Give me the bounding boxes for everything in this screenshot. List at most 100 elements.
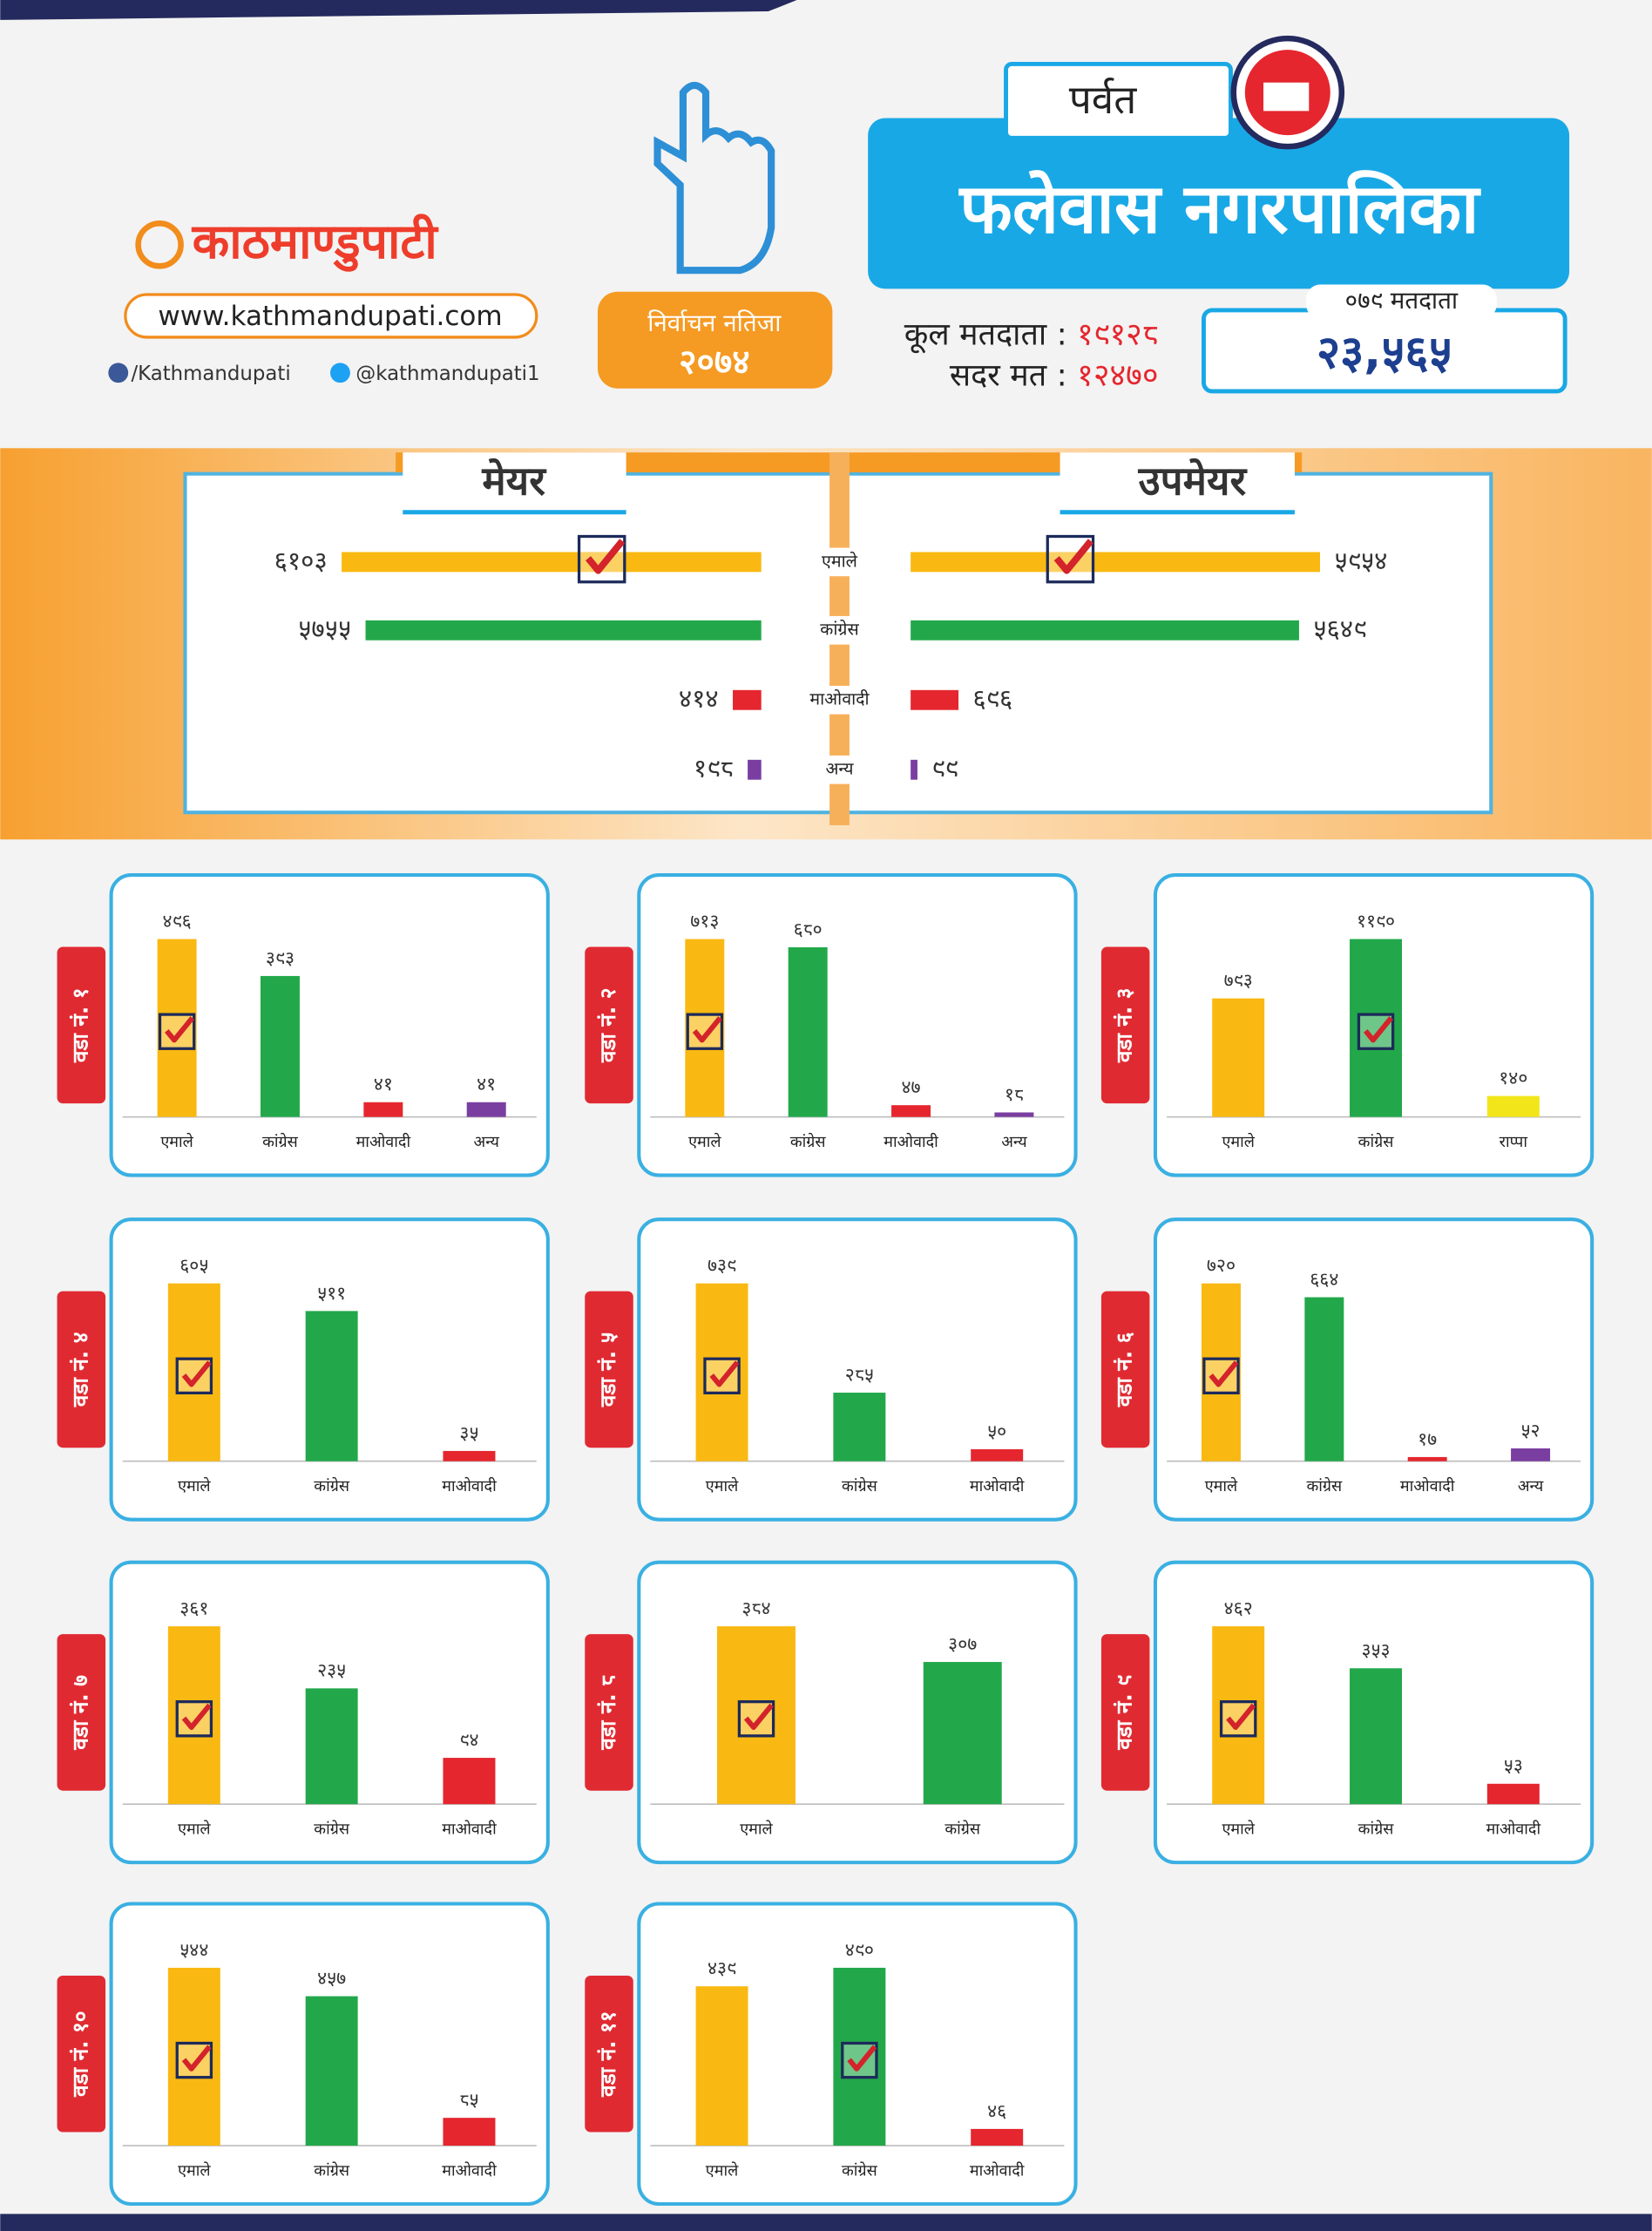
category-label: कांग्रेस [944,1820,981,1839]
ward-title: वडा नं. ९ [1112,1675,1137,1751]
logo-icon [135,220,184,269]
category-label: अन्य [1518,1477,1544,1495]
check-mark [165,1016,195,1043]
check-mark [692,1016,722,1043]
ward-tab [57,1634,106,1791]
badge-year: २०७४ [679,342,749,382]
check-mark [1053,539,1093,574]
category-label: एमाले [160,1132,193,1151]
category-label: एमाले [822,551,858,571]
bar [1350,1668,1403,1805]
voters-079: २३,५६५ [1317,327,1452,379]
ward-tab [585,1291,633,1448]
ward-title: वडा नं. ४ [67,1332,92,1408]
ward-card [109,873,550,1177]
category-label: कांग्रेस [1358,1132,1395,1151]
category-label: कांग्रेस [1307,1476,1344,1495]
ward-title: वडा नं. ८ [595,1675,620,1751]
category-tag [796,547,883,577]
bar [971,2128,1024,2146]
value-label: ५९५४ [1334,546,1387,575]
check-mark [709,1360,740,1387]
bar [305,1688,358,1805]
value-label: ७२० [1207,1255,1236,1277]
ward-tab [1100,1634,1150,1791]
bar [443,1758,496,1805]
value-label: ४१ [477,1074,496,1095]
ward-tab [585,1975,633,2133]
value-label: ६८० [794,919,823,940]
bottom-strip [0,2214,1652,2231]
category-label: एमाले [178,2160,211,2180]
ward-title: वडा नं. १ [67,987,92,1063]
ward-tab [585,946,633,1104]
badge-title: निर्वाचन नतिजा [647,309,782,337]
check-mark [1226,1703,1256,1730]
category-label: एमाले [706,1476,739,1495]
value-label: ३८४ [741,1598,770,1620]
logo-block: काठमाण्डुपाटी www.kathmandupati.com /Kat… [108,214,540,385]
bar [717,1626,796,1805]
value-label: ३०७ [948,1633,977,1655]
check-mark [181,1703,212,1730]
value-label: ९४ [459,1729,478,1751]
category-label: माओवादी [970,2160,1025,2180]
total-voters-label: कूल मतदाता : [904,316,1067,353]
ward-title: वडा नं. ३ [1112,987,1137,1063]
bar [1201,1283,1241,1461]
bar [1304,1297,1344,1461]
check-box [175,1700,213,1738]
ward-title: वडा नं. २ [595,987,620,1063]
value-label: ९९ [931,754,958,783]
category-label: कांग्रेस [1358,1820,1395,1839]
value-label: ४६ [987,2100,1006,2122]
check-mark [585,539,626,574]
category-label: माओवादी [970,1476,1025,1495]
bar [911,552,1321,573]
check-box [1357,1013,1395,1050]
website-pill [124,293,538,339]
bar [363,1102,403,1117]
bar [305,1311,358,1461]
district: पर्वत [1069,77,1137,123]
value-label: ५११ [317,1283,346,1305]
bar [443,1450,496,1461]
title-panel [868,118,1570,289]
category-label: राप्पा [1500,1133,1528,1151]
ward-title: वडा नं. ११ [595,2011,620,2098]
category-label: एमाले [740,1820,773,1839]
value-label: १७ [1418,1428,1437,1450]
facebook: /Kathmandupati [131,363,290,385]
value-label: ५३ [1504,1755,1523,1777]
value-label: ५४४ [179,1939,208,1961]
ward-tab [1100,946,1150,1104]
ballot-box [1263,82,1310,112]
mayor-tab [403,452,626,512]
bar [695,1986,748,2146]
category-tag [796,615,883,645]
ward-title: वडा नं. ५ [595,1332,620,1408]
twitter: @kathmandupati1 [355,363,539,385]
value-label: ११९० [1357,911,1395,932]
total-voters: १९१२८ [1077,316,1158,352]
bar [911,620,1299,641]
category-label: अन्य [825,759,854,779]
value-label: ४३९ [708,1958,736,1980]
value-label: ८५ [459,2090,478,2112]
bar [157,939,197,1117]
bar [1407,1456,1447,1461]
check-mark [847,2045,877,2072]
bar [685,939,725,1117]
ward-card [637,1560,1078,1865]
category-label: माओवादी [1486,1820,1541,1839]
ward-tab [57,946,106,1104]
category-label: कांग्रेस [842,1476,878,1495]
category-label: कांग्रेस [314,1476,350,1495]
category-label: अन्य [474,1133,500,1151]
badge [597,291,833,389]
value-label: ३९३ [266,947,295,969]
bar [1511,1448,1551,1461]
value-label: ६९६ [972,684,1012,714]
value-label: ७९३ [1224,970,1253,992]
